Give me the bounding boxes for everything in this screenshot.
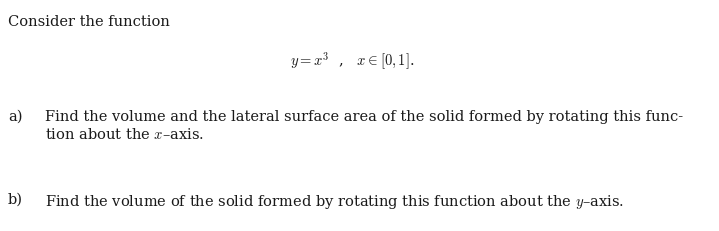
Text: Find the volume of the solid formed by rotating this function about the $y$–axis: Find the volume of the solid formed by r…: [45, 193, 624, 211]
Text: tion about the $x$–axis.: tion about the $x$–axis.: [45, 127, 204, 142]
Text: b): b): [8, 193, 23, 207]
Text: $y = x^3$  ,   $x \in [0, 1]$.: $y = x^3$ , $x \in [0, 1]$.: [290, 50, 415, 72]
Text: Consider the function: Consider the function: [8, 15, 170, 29]
Text: Find the volume and the lateral surface area of the solid formed by rotating thi: Find the volume and the lateral surface …: [45, 110, 683, 124]
Text: a): a): [8, 110, 22, 124]
